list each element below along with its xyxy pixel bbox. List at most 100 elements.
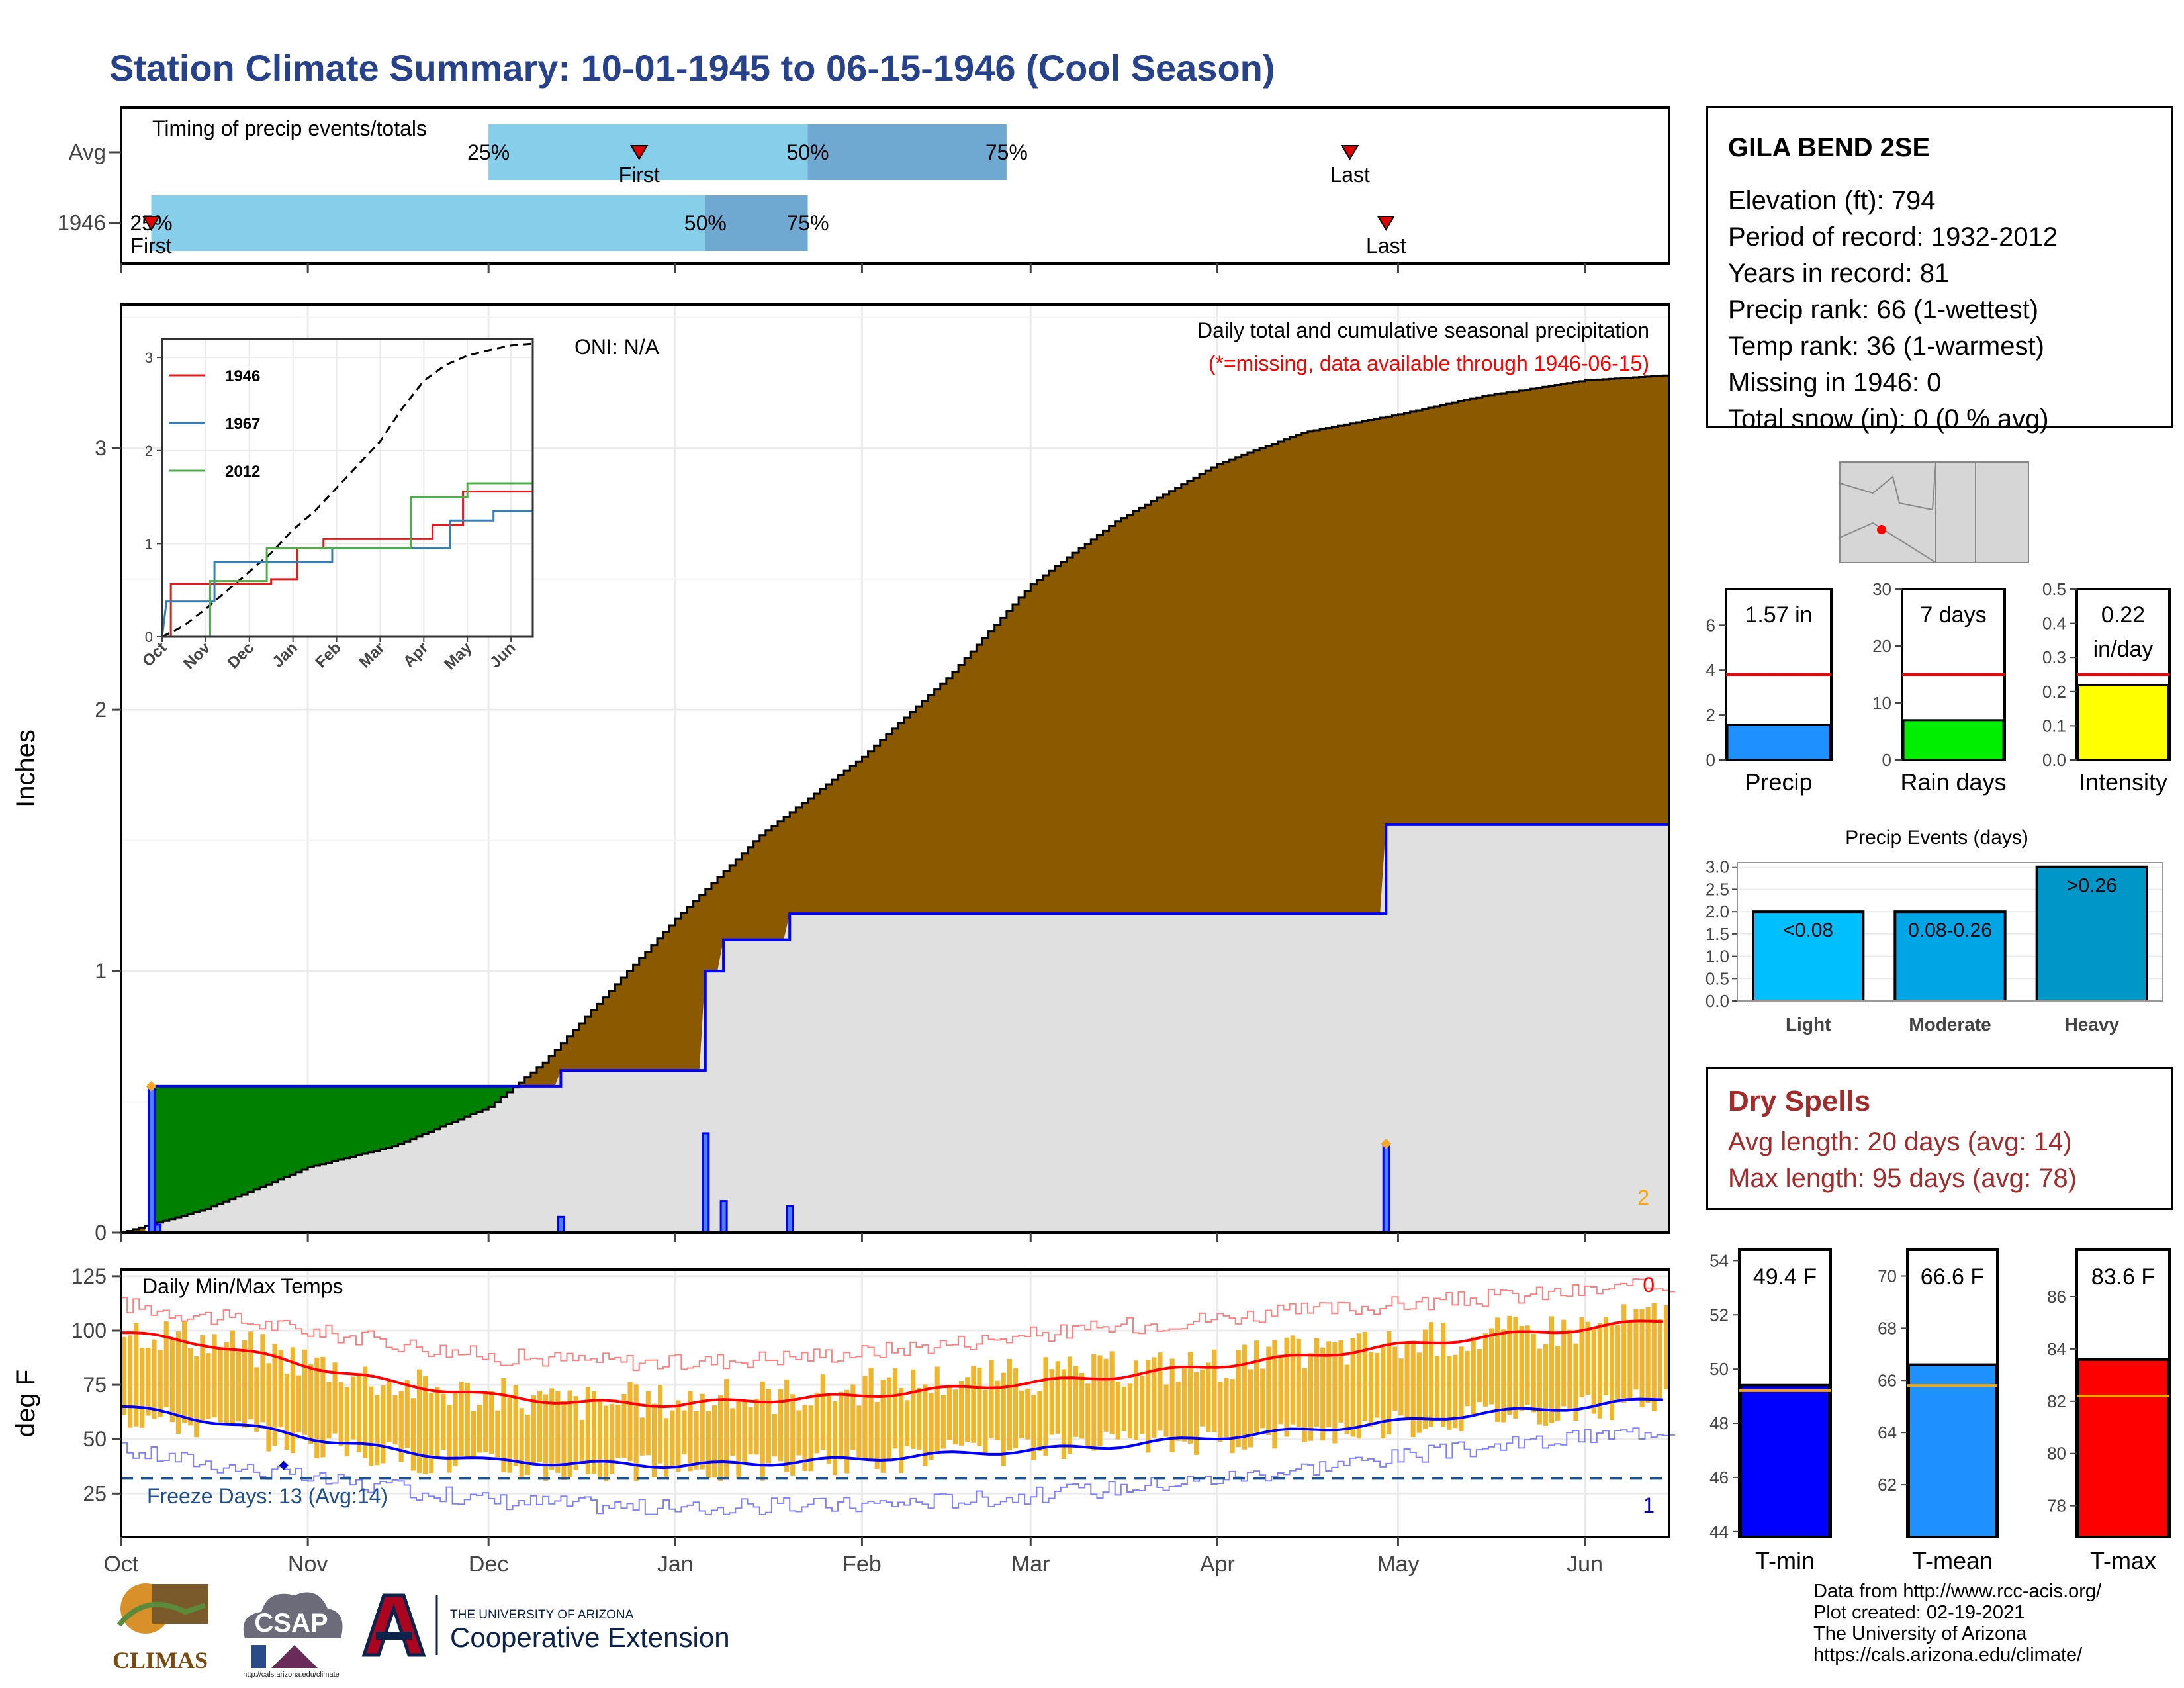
temps-daily-bar [1248,1369,1253,1448]
map-border-3 [1839,522,1936,563]
temps-daily-bar [1561,1319,1567,1407]
temps-daily-bar [471,1411,476,1458]
temp-y-tick-label: 46 [1709,1468,1729,1487]
temps-x-tick-label: Oct [104,1552,139,1577]
temps-daily-bar [326,1382,332,1438]
temps-corner-bottom: 1 [1643,1493,1655,1517]
temps-daily-bar [537,1391,543,1462]
season-bar-0 [1726,724,1831,761]
temps-daily-bar [639,1417,645,1456]
temps-daily-bar [1633,1309,1639,1390]
temps-daily-bar [1314,1338,1320,1427]
precip-daily-bar [719,1200,728,1234]
season-value-label: 0.22 [2101,602,2145,628]
temps-daily-bar [1091,1354,1097,1451]
temps-daily-bar [381,1385,386,1464]
temps-daily-bar [1218,1382,1223,1442]
temps-daily-bar [555,1391,561,1473]
temps-daily-bar [1645,1307,1651,1403]
temps-daily-bar [1555,1346,1561,1421]
temps-daily-bar [1037,1391,1042,1451]
temps-daily-bar [1609,1325,1615,1420]
temps-daily-bar [1585,1321,1590,1395]
temps-daily-bar [1097,1355,1103,1446]
temps-daily-bar [597,1399,603,1479]
temps-daily-bar [254,1367,259,1432]
temps-daily-bar [507,1395,512,1473]
season-y-tick-label: 0.2 [2042,682,2066,702]
temps-daily-bar [363,1366,368,1458]
temps-daily-bar [1639,1309,1645,1408]
temps-daily-bar [730,1408,735,1456]
temps-daily-bar [416,1369,422,1474]
temps-daily-bar [1368,1352,1374,1427]
temps-daily-bar [1266,1346,1271,1436]
temps-daily-bar [278,1350,283,1428]
temps-daily-bar [404,1380,410,1448]
temps-y-axis-label: deg F [11,1370,40,1437]
temps-daily-bar [489,1391,494,1454]
temp-category-label: T-min [1755,1547,1815,1574]
temps-daily-bar [447,1405,452,1473]
temps-daily-bar [591,1391,596,1474]
precip-subtitle: (*=missing, data available through 1946-… [1208,352,1649,375]
temps-daily-bar [874,1401,880,1470]
inset-bg [162,339,533,637]
temps-daily-bar [1206,1362,1211,1432]
temps-daily-bar [1115,1382,1120,1440]
timing-bar-25-50 [151,195,705,251]
temps-daily-bar [977,1367,982,1446]
precip-corner-label: 2 [1637,1186,1649,1209]
season-category-label: Intensity [2079,769,2167,796]
temps-daily-bar [814,1392,819,1454]
temps-daily-bar [206,1353,211,1419]
temps-daily-bar [1127,1383,1132,1438]
events-category-label: Heavy [2065,1014,2120,1035]
inset-y-tick-label: 3 [145,350,153,366]
temps-daily-bar [1579,1317,1584,1398]
temps-daily-bar [1591,1328,1596,1414]
precip-gray-area [121,824,1669,1233]
precip-y-tick-label: 0 [95,1221,107,1244]
temps-daily-bar [784,1379,790,1472]
temps-daily-bar [525,1414,530,1476]
ua-small-text: THE UNIVERSITY OF ARIZONA [450,1608,634,1622]
climas-logo-text: CLIMAS [113,1647,208,1673]
temps-daily-bar [1230,1379,1235,1454]
temp-value-label: 83.6 F [2091,1264,2155,1289]
temps-daily-bar [1326,1341,1332,1427]
temps-daily-bar [826,1395,831,1464]
events-y-tick-label: 0.5 [1706,968,1729,988]
temps-daily-bar [1513,1317,1518,1419]
temps-daily-bar [1519,1325,1524,1412]
temps-daily-bar [820,1374,825,1450]
temps-x-tick-label: Mar [1011,1552,1050,1577]
temps-daily-bar [369,1386,374,1466]
season-category-label: Precip [1745,769,1812,796]
station-precip-rank: Precip rank: 66 (1-wettest) [1728,295,2039,324]
temps-daily-bar [1356,1333,1361,1439]
station-snow: Total snow (in): 0 (0 % avg) [1728,404,2049,434]
temps-daily-bar [519,1408,524,1479]
temps-daily-bar [1332,1342,1338,1444]
events-bar-label: 0.08-0.26 [1908,919,1992,941]
temps-daily-bar [682,1410,687,1455]
events-category-label: Light [1786,1014,1831,1035]
page-title: Station Climate Summary: 10-01-1945 to 0… [109,47,1275,89]
events-category-label: Moderate [1909,1014,1991,1035]
temps-daily-bar [1537,1348,1542,1425]
temps-daily-bar [760,1381,765,1481]
temps-daily-bar [1603,1317,1608,1396]
temps-daily-bar [163,1321,169,1408]
temps-daily-bar [1416,1352,1422,1433]
temps-daily-bar [1163,1384,1169,1437]
temps-daily-bar [435,1387,440,1458]
temps-daily-bar [1410,1340,1416,1438]
temps-daily-bar [1651,1302,1657,1411]
temps-y-tick-label: 75 [83,1373,107,1397]
inset-frame [161,338,534,638]
temps-daily-bar [1350,1338,1355,1437]
temps-daily-bar [892,1368,898,1449]
temps-daily-bar [700,1393,705,1470]
temps-daily-bar [868,1368,874,1459]
